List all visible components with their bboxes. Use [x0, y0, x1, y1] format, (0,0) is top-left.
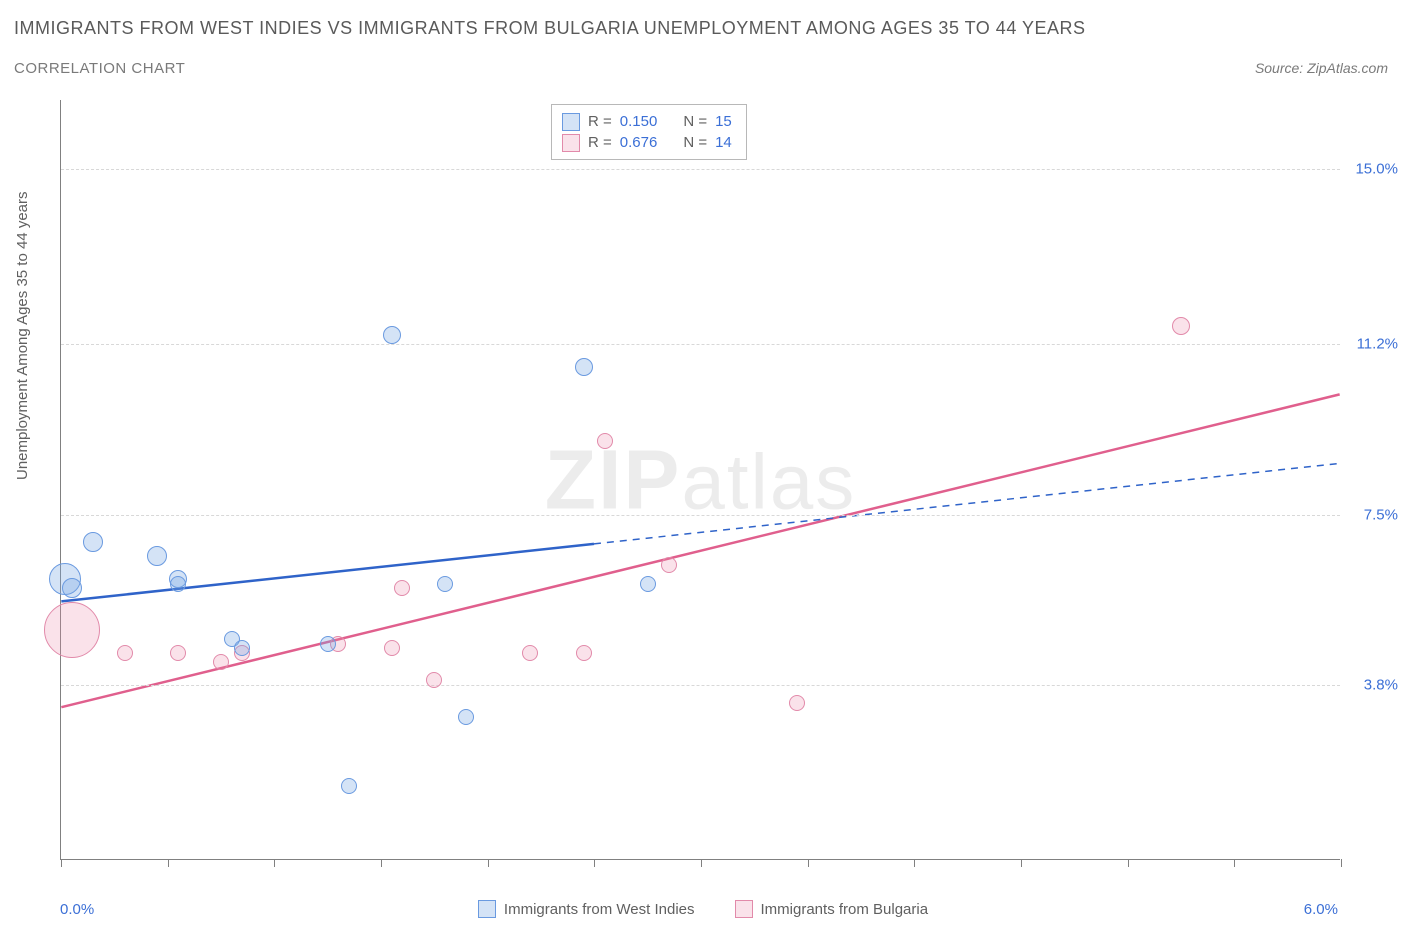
- pink-point: [522, 645, 538, 661]
- blue-point: [640, 576, 656, 592]
- blue-point: [341, 778, 357, 794]
- y-tick-label: 3.8%: [1364, 676, 1398, 693]
- blue-point: [83, 532, 103, 552]
- gridline: [61, 169, 1340, 170]
- blue-point: [170, 576, 186, 592]
- x-tick: [1021, 859, 1022, 867]
- legend-label-pink: Immigrants from Bulgaria: [761, 901, 929, 918]
- swatch-pink: [562, 134, 580, 152]
- blue-point: [147, 546, 167, 566]
- blue-point: [437, 576, 453, 592]
- swatch-blue: [562, 113, 580, 131]
- stats-row-pink: R = 0.676 N = 14: [562, 132, 732, 153]
- x-tick: [594, 859, 595, 867]
- watermark: ZIPatlas: [545, 431, 856, 528]
- legend-item-pink: Immigrants from Bulgaria: [735, 900, 929, 918]
- legend-item-blue: Immigrants from West Indies: [478, 900, 695, 918]
- stats-row-blue: R = 0.150 N = 15: [562, 111, 732, 132]
- x-tick: [488, 859, 489, 867]
- n-value-blue: 15: [715, 111, 732, 132]
- blue-point: [575, 358, 593, 376]
- x-tick: [381, 859, 382, 867]
- x-tick: [808, 859, 809, 867]
- plot-area: ZIPatlas R = 0.150 N = 15 R = 0.676 N = …: [60, 100, 1340, 860]
- gridline: [61, 515, 1340, 516]
- y-tick-label: 11.2%: [1357, 336, 1398, 353]
- source-label: Source: ZipAtlas.com: [1255, 60, 1388, 76]
- x-tick: [1341, 859, 1342, 867]
- x-tick: [274, 859, 275, 867]
- r-value-pink: 0.676: [620, 132, 658, 153]
- blue-point: [320, 636, 336, 652]
- chart-subtitle: CORRELATION CHART: [14, 60, 185, 77]
- trend-lines: [61, 100, 1340, 859]
- y-tick-label: 7.5%: [1364, 506, 1398, 523]
- n-label-blue: N =: [683, 111, 707, 132]
- y-axis-title: Unemployment Among Ages 35 to 44 years: [14, 191, 31, 480]
- blue-point: [383, 326, 401, 344]
- blue-point: [62, 578, 82, 598]
- legend-swatch-pink: [735, 900, 753, 918]
- x-tick: [61, 859, 62, 867]
- gridline: [61, 685, 1340, 686]
- x-tick: [914, 859, 915, 867]
- watermark-rest: atlas: [681, 437, 856, 525]
- watermark-bold: ZIP: [545, 432, 682, 526]
- r-label-blue: R =: [588, 111, 612, 132]
- n-label-pink: N =: [683, 132, 707, 153]
- pink-point: [44, 602, 100, 658]
- r-value-blue: 0.150: [620, 111, 658, 132]
- pink-point: [117, 645, 133, 661]
- blue-point: [458, 709, 474, 725]
- pink-point: [394, 580, 410, 596]
- pink-point: [597, 433, 613, 449]
- r-label-pink: R =: [588, 132, 612, 153]
- pink-point: [213, 654, 229, 670]
- gridline: [61, 344, 1340, 345]
- x-tick: [701, 859, 702, 867]
- pink-point: [384, 640, 400, 656]
- legend-label-blue: Immigrants from West Indies: [504, 901, 695, 918]
- y-tick-label: 15.0%: [1355, 161, 1398, 178]
- pink-point: [576, 645, 592, 661]
- pink-point: [426, 672, 442, 688]
- stats-legend-box: R = 0.150 N = 15 R = 0.676 N = 14: [551, 104, 747, 160]
- x-tick: [1234, 859, 1235, 867]
- x-tick: [1128, 859, 1129, 867]
- blue-point: [234, 640, 250, 656]
- pink-point: [789, 695, 805, 711]
- chart-title: IMMIGRANTS FROM WEST INDIES VS IMMIGRANT…: [14, 18, 1086, 39]
- pink-point: [1172, 317, 1190, 335]
- x-tick: [168, 859, 169, 867]
- pink-point: [170, 645, 186, 661]
- pink-point: [661, 557, 677, 573]
- n-value-pink: 14: [715, 132, 732, 153]
- legend-swatch-blue: [478, 900, 496, 918]
- bottom-legend: Immigrants from West Indies Immigrants f…: [0, 900, 1406, 918]
